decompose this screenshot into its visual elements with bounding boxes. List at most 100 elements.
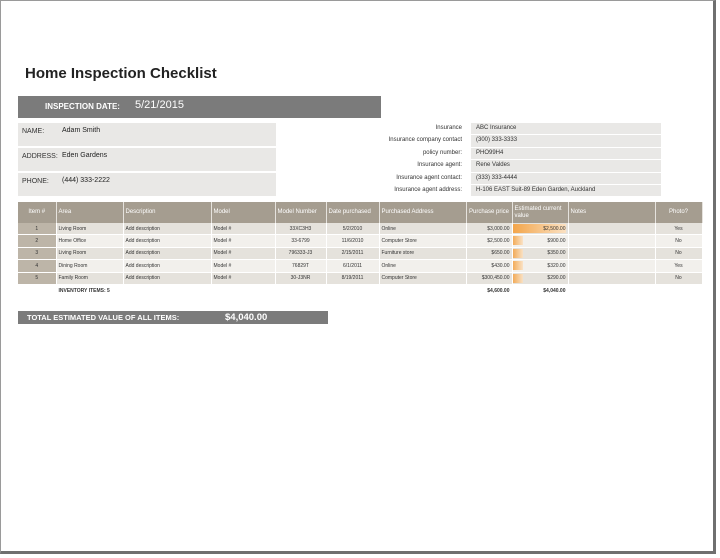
col-header-photo[interactable]: Photo? [655,202,703,223]
cell-description[interactable]: Add description [123,234,212,248]
estimated-value-databar [512,236,523,246]
cell-estimated[interactable]: $290.00 [512,272,569,285]
owner-address-row: ADDRESS: Eden Gardens [18,148,276,171]
cell-area[interactable]: Home Office [56,234,124,248]
cell-item[interactable]: 3 [18,247,57,261]
cell-photo[interactable]: Yes [655,259,703,273]
inspection-date-value[interactable]: 5/21/2015 [135,99,184,111]
totals-spacer [211,284,276,298]
inventory-items-count: INVENTORY ITEMS: 5 [56,284,212,298]
cell-description[interactable]: Add description [123,259,212,273]
insurance-agent-address-value[interactable]: H-106 EAST Suit-89 Eden Garden, Auckland [471,184,661,197]
cell-item[interactable]: 1 [18,223,57,236]
cell-estimated[interactable]: $900.00 [512,234,569,248]
insurance-agent-contact-row: Insurance agent contact: (333) 333-4444 [301,172,661,185]
totals-spacer [18,284,57,298]
cell-model[interactable]: Model # [211,272,276,285]
cell-model[interactable]: Model # [211,259,276,273]
cell-area[interactable]: Family Room [56,272,124,285]
col-header-purchase-price[interactable]: Purchase price [466,202,513,223]
cell-item[interactable]: 2 [18,234,57,248]
owner-address-value[interactable]: Eden Gardens [62,152,108,159]
owner-info: NAME: Adam Smith ADDRESS: Eden Gardens P… [18,123,276,196]
cell-model-number[interactable]: 30-J3NR [275,272,327,285]
cell-model[interactable]: Model # [211,223,276,236]
cell-estimated[interactable]: $320.00 [512,259,569,273]
policy-number-label: policy number: [422,149,462,156]
table-row: 5 Family Room Add description Model # 30… [18,272,703,285]
cell-date[interactable]: 2/15/2011 [326,247,380,261]
cell-photo[interactable]: No [655,234,703,248]
owner-phone-label: PHONE: [22,178,49,185]
cell-date[interactable]: 11/6/2010 [326,234,380,248]
totals-spacer [379,284,467,298]
cell-model-number[interactable]: 33XC3H3 [275,223,327,236]
totals-row: INVENTORY ITEMS: 5 $4,600.00 $4,040.00 [18,284,703,298]
cell-model-number[interactable]: 33-6799 [275,234,327,248]
cell-notes[interactable] [568,223,656,236]
cell-model-number[interactable]: 796333-J3 [275,247,327,261]
cell-price[interactable]: $3,000.00 [466,223,513,236]
col-header-area[interactable]: Area [56,202,124,223]
owner-address-label: ADDRESS: [22,153,58,160]
cell-date[interactable]: 8/19/2011 [326,272,380,285]
cell-area[interactable]: Living Room [56,223,124,236]
owner-phone-row: PHONE: (444) 333-2222 [18,173,276,196]
cell-notes[interactable] [568,259,656,273]
cell-description[interactable]: Add description [123,247,212,261]
insurance-value[interactable]: ABC Insurance [471,123,661,135]
insurance-agent-value[interactable]: Rene Valdes [471,160,661,172]
totals-spacer [568,284,656,298]
col-header-purchased-address[interactable]: Purchased Address [379,202,467,223]
grand-total-label: TOTAL ESTIMATED VALUE OF ALL ITEMS: [27,313,180,322]
col-header-estimated-value[interactable]: Estimated current value [512,202,569,223]
cell-model[interactable]: Model # [211,247,276,261]
insurance-info: Insurance ABC Insurance Insurance compan… [301,123,661,197]
cell-address[interactable]: Computer Store [379,234,467,248]
cell-estimated[interactable]: $2,500.00 [512,223,569,236]
cell-notes[interactable] [568,272,656,285]
cell-area[interactable]: Living Room [56,247,124,261]
cell-price[interactable]: $430.00 [466,259,513,273]
cell-model-number[interactable]: 76829T [275,259,327,273]
col-header-model[interactable]: Model [211,202,276,223]
cell-address[interactable]: Computer Store [379,272,467,285]
cell-address[interactable]: Online [379,223,467,236]
cell-area[interactable]: Dining Room [56,259,124,273]
col-header-item[interactable]: Item # [18,202,57,223]
table-header-row: Item # Area Description Model Model Numb… [18,202,703,223]
cell-price[interactable]: $650.00 [466,247,513,261]
cell-date[interactable]: 5/2/2010 [326,223,380,236]
cell-description[interactable]: Add description [123,272,212,285]
totals-spacer [275,284,327,298]
estimated-value-text: $350.00 [547,250,566,257]
col-header-date-purchased[interactable]: Date purchased [326,202,380,223]
cell-item[interactable]: 4 [18,259,57,273]
cell-address[interactable]: Furniture store [379,247,467,261]
owner-name-value[interactable]: Adam Smith [62,127,101,134]
cell-model[interactable]: Model # [211,234,276,248]
cell-description[interactable]: Add description [123,223,212,236]
cell-estimated[interactable]: $350.00 [512,247,569,261]
page-title: Home Inspection Checklist [25,65,217,82]
policy-number-value[interactable]: PHO99H4 [471,147,661,160]
cell-photo[interactable]: No [655,272,703,285]
col-header-description[interactable]: Description [123,202,212,223]
cell-price[interactable]: $2,500.00 [466,234,513,248]
insurance-company-contact-value[interactable]: (300) 333-3333 [471,135,661,147]
insurance-agent-contact-value[interactable]: (333) 333-4444 [471,172,661,184]
owner-phone-value[interactable]: (444) 333-2222 [62,177,110,184]
grand-total-bar: TOTAL ESTIMATED VALUE OF ALL ITEMS: $4,0… [18,311,328,324]
cell-price[interactable]: $300,450.00 [466,272,513,285]
estimated-value-text: $290.00 [547,275,566,282]
cell-photo[interactable]: No [655,247,703,261]
cell-notes[interactable] [568,234,656,248]
cell-address[interactable]: Online [379,259,467,273]
cell-notes[interactable] [568,247,656,261]
cell-item[interactable]: 5 [18,272,57,285]
cell-photo[interactable]: Yes [655,223,703,236]
col-header-model-number[interactable]: Model Number [275,202,327,223]
cell-date[interactable]: 6/1/2011 [326,259,380,273]
col-header-notes[interactable]: Notes [568,202,656,223]
